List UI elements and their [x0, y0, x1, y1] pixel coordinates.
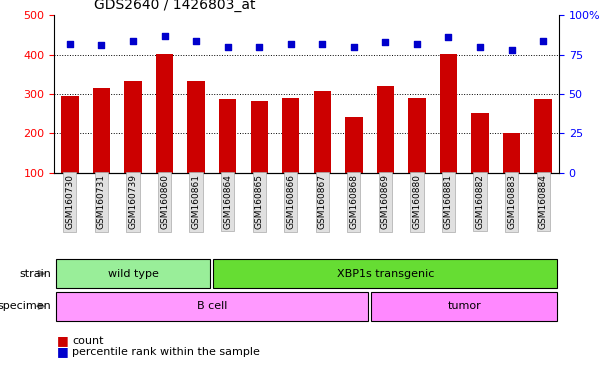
Text: GSM160867: GSM160867 [318, 174, 327, 230]
Text: ■: ■ [57, 345, 69, 358]
Point [349, 44, 359, 50]
FancyBboxPatch shape [56, 259, 210, 288]
FancyBboxPatch shape [371, 291, 557, 321]
Text: ■: ■ [57, 334, 69, 347]
Point [160, 33, 169, 39]
Text: GSM160730: GSM160730 [66, 174, 75, 230]
Point [254, 44, 264, 50]
Point [538, 38, 548, 44]
Bar [251, 101, 268, 173]
Text: percentile rank within the sample: percentile rank within the sample [72, 347, 260, 357]
Bar [188, 81, 205, 173]
Point [223, 44, 233, 50]
Text: GSM160869: GSM160869 [381, 174, 390, 230]
Bar [61, 96, 79, 173]
Bar [377, 86, 394, 173]
Text: GDS2640 / 1426803_at: GDS2640 / 1426803_at [94, 0, 256, 12]
Point [286, 41, 296, 47]
Bar [503, 134, 520, 173]
Point [412, 41, 422, 47]
Point [317, 41, 327, 47]
Text: GSM160882: GSM160882 [475, 174, 484, 229]
Text: tumor: tumor [447, 301, 481, 311]
Text: GSM160883: GSM160883 [507, 174, 516, 230]
Point [444, 34, 453, 40]
Point [380, 39, 390, 45]
Text: GSM160864: GSM160864 [223, 174, 232, 229]
Point [128, 38, 138, 44]
Text: GSM160866: GSM160866 [286, 174, 295, 230]
Bar [534, 99, 552, 173]
Bar [408, 98, 426, 173]
Text: GSM160739: GSM160739 [129, 174, 138, 230]
Text: wild type: wild type [108, 268, 159, 279]
Bar [282, 98, 299, 173]
Bar [345, 117, 362, 173]
Point [475, 44, 485, 50]
Text: GSM160884: GSM160884 [538, 174, 548, 229]
Text: GSM160880: GSM160880 [412, 174, 421, 230]
Bar [219, 99, 236, 173]
Text: GSM160860: GSM160860 [160, 174, 169, 230]
Bar [314, 91, 331, 173]
Bar [471, 113, 489, 173]
FancyBboxPatch shape [213, 259, 557, 288]
Text: GSM160861: GSM160861 [192, 174, 201, 230]
Text: GSM160731: GSM160731 [97, 174, 106, 230]
FancyBboxPatch shape [56, 291, 368, 321]
Bar [440, 53, 457, 173]
Text: strain: strain [19, 268, 51, 279]
Text: XBP1s transgenic: XBP1s transgenic [337, 268, 434, 279]
Text: GSM160881: GSM160881 [444, 174, 453, 230]
Text: GSM160865: GSM160865 [255, 174, 264, 230]
Text: B cell: B cell [197, 301, 227, 311]
Bar [124, 81, 142, 173]
Point [65, 41, 75, 47]
Point [191, 38, 201, 44]
Point [97, 42, 106, 48]
Bar [93, 88, 110, 173]
Text: specimen: specimen [0, 301, 51, 311]
Text: count: count [72, 336, 103, 346]
Text: GSM160868: GSM160868 [349, 174, 358, 230]
Bar [156, 53, 173, 173]
Point [507, 47, 516, 53]
